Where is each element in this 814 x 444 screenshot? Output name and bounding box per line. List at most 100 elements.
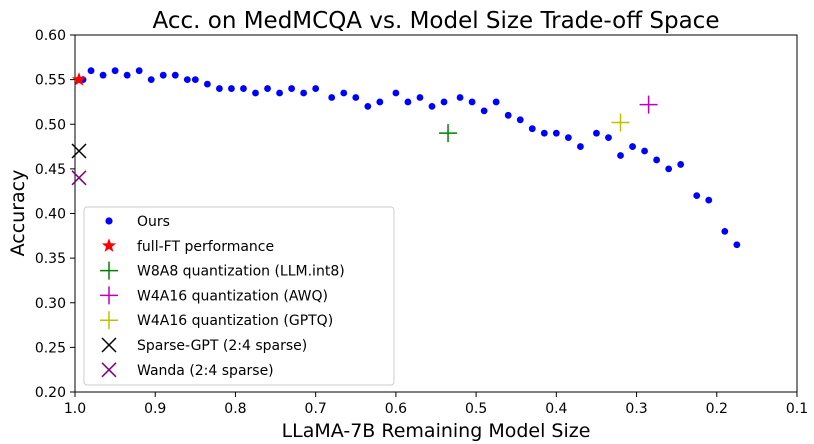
legend-label: W4A16 quantization (GPTQ)	[137, 313, 333, 329]
ours-point	[504, 111, 512, 119]
legend-marker-full-ft-performance	[101, 238, 117, 252]
ours-point	[276, 89, 283, 97]
ours-point	[721, 227, 729, 235]
ours-point	[135, 67, 143, 75]
y-tick-label: 0.55	[35, 73, 66, 89]
legend-label: Sparse-GPT (2:4 sparse)	[137, 338, 307, 354]
ours-point	[111, 67, 119, 75]
legend-label: full-FT performance	[137, 239, 274, 255]
legend-label: W4A16 quantization (AWQ)	[137, 288, 328, 304]
ours-point	[364, 103, 372, 110]
y-axis-ticks: 0.20 0.25 0.30 0.35 0.40 0.45 0.50 0.55 0.60	[35, 28, 75, 401]
legend-label: Ours	[137, 214, 170, 230]
ours-point	[693, 192, 701, 200]
ours-point	[492, 98, 500, 106]
ours-point	[191, 76, 199, 84]
ours-point	[159, 71, 167, 79]
ours-point	[183, 76, 191, 84]
ours-point	[617, 152, 624, 159]
ours-point	[123, 71, 131, 79]
ours-point	[593, 129, 600, 137]
y-tick-label: 0.45	[35, 162, 66, 178]
ours-point	[300, 89, 308, 97]
ours-point	[228, 85, 235, 92]
ours-point	[87, 67, 95, 75]
ours-point	[264, 85, 271, 92]
ours-point	[629, 143, 636, 150]
x-tick-label: 0.2	[706, 401, 728, 417]
legend-label: Wanda (2:4 sparse)	[137, 363, 274, 379]
ours-point	[641, 147, 648, 155]
ours-point	[468, 98, 476, 106]
x-tick-label: 0.9	[144, 401, 166, 417]
y-tick-label: 0.20	[35, 385, 66, 401]
ours-point	[480, 107, 488, 115]
x-tick-label: 0.3	[625, 401, 647, 417]
x-tick-label: 0.7	[305, 401, 327, 417]
w4a16-quantization-awq-point	[639, 95, 658, 114]
w8a8-quantization-llm-int8-point	[439, 124, 458, 143]
legend-marker-wanda-2-4-sparse	[101, 362, 117, 378]
x-tick-label: 0.5	[465, 401, 487, 417]
ours-point	[705, 196, 713, 204]
ours-point	[733, 241, 741, 249]
ours-point	[216, 85, 223, 92]
full-ft-performance-point	[71, 72, 87, 86]
ours-point	[171, 71, 179, 79]
y-tick-label: 0.30	[35, 296, 66, 312]
legend-box	[83, 206, 395, 386]
ours-point	[352, 94, 360, 101]
ours-point	[456, 94, 464, 101]
ours-point	[528, 125, 536, 133]
ours-point	[340, 89, 348, 97]
y-tick-label: 0.25	[35, 340, 66, 356]
ours-point	[240, 85, 247, 92]
legend-marker-sparse-gpt-2-4-sparse	[101, 337, 117, 353]
ours-point	[440, 98, 448, 106]
ours-point	[392, 89, 400, 97]
ours-point	[552, 129, 560, 137]
ours-point	[252, 89, 259, 97]
ours-point	[577, 143, 584, 150]
wanda-2-4-sparse-point	[71, 170, 87, 186]
x-axis-label: LLaMA-7B Remaining Model Size	[282, 420, 591, 442]
x-tick-label: 0.1	[786, 401, 808, 417]
x-tick-label: 1.0	[64, 401, 86, 417]
w4a16-quantization-gptq-point	[611, 113, 630, 132]
x-tick-label: 0.4	[545, 401, 567, 417]
legend-marker-ours	[105, 217, 113, 225]
y-tick-label: 0.40	[35, 207, 66, 223]
ours-point	[653, 156, 661, 164]
data-marks	[71, 67, 741, 249]
legend: Ours full-FT performance W8A8 quantization…	[83, 206, 395, 386]
ours-point	[288, 85, 295, 92]
legend-marker-w4a16-quantization-gptq	[100, 311, 118, 330]
ours-point	[312, 85, 320, 92]
y-axis-label: Accuracy	[7, 170, 29, 257]
y-tick-label: 0.50	[35, 117, 66, 133]
ours-point	[564, 134, 572, 142]
sparse-gpt-2-4-sparse-point	[71, 143, 87, 159]
y-tick-label: 0.35	[35, 251, 66, 267]
ours-point	[328, 94, 336, 101]
ours-point	[516, 116, 524, 124]
legend-marker-w8a8-quantization-llm-int8	[100, 261, 118, 280]
ours-point	[99, 71, 107, 79]
legend-marker-w4a16-quantization-awq	[100, 286, 118, 305]
ours-point	[677, 161, 685, 168]
x-tick-label: 0.6	[385, 401, 407, 417]
ours-point	[147, 76, 155, 84]
ours-point	[404, 98, 412, 106]
x-tick-label: 0.8	[224, 401, 246, 417]
ours-point	[540, 129, 548, 137]
legend-label: W8A8 quantization (LLM.int8)	[137, 264, 345, 280]
y-tick-label: 0.60	[35, 28, 66, 44]
ours-point	[428, 103, 436, 110]
chart-title: Acc. on MedMCQA vs. Model Size Trade-off…	[153, 8, 720, 34]
ours-point	[416, 94, 424, 101]
ours-point	[376, 98, 384, 106]
x-axis-ticks: 1.0 0.9 0.8 0.7 0.6 0.5 0.4 0.3 0.2 0.1	[64, 392, 808, 417]
ours-point	[203, 80, 211, 88]
ours-point	[665, 165, 673, 173]
